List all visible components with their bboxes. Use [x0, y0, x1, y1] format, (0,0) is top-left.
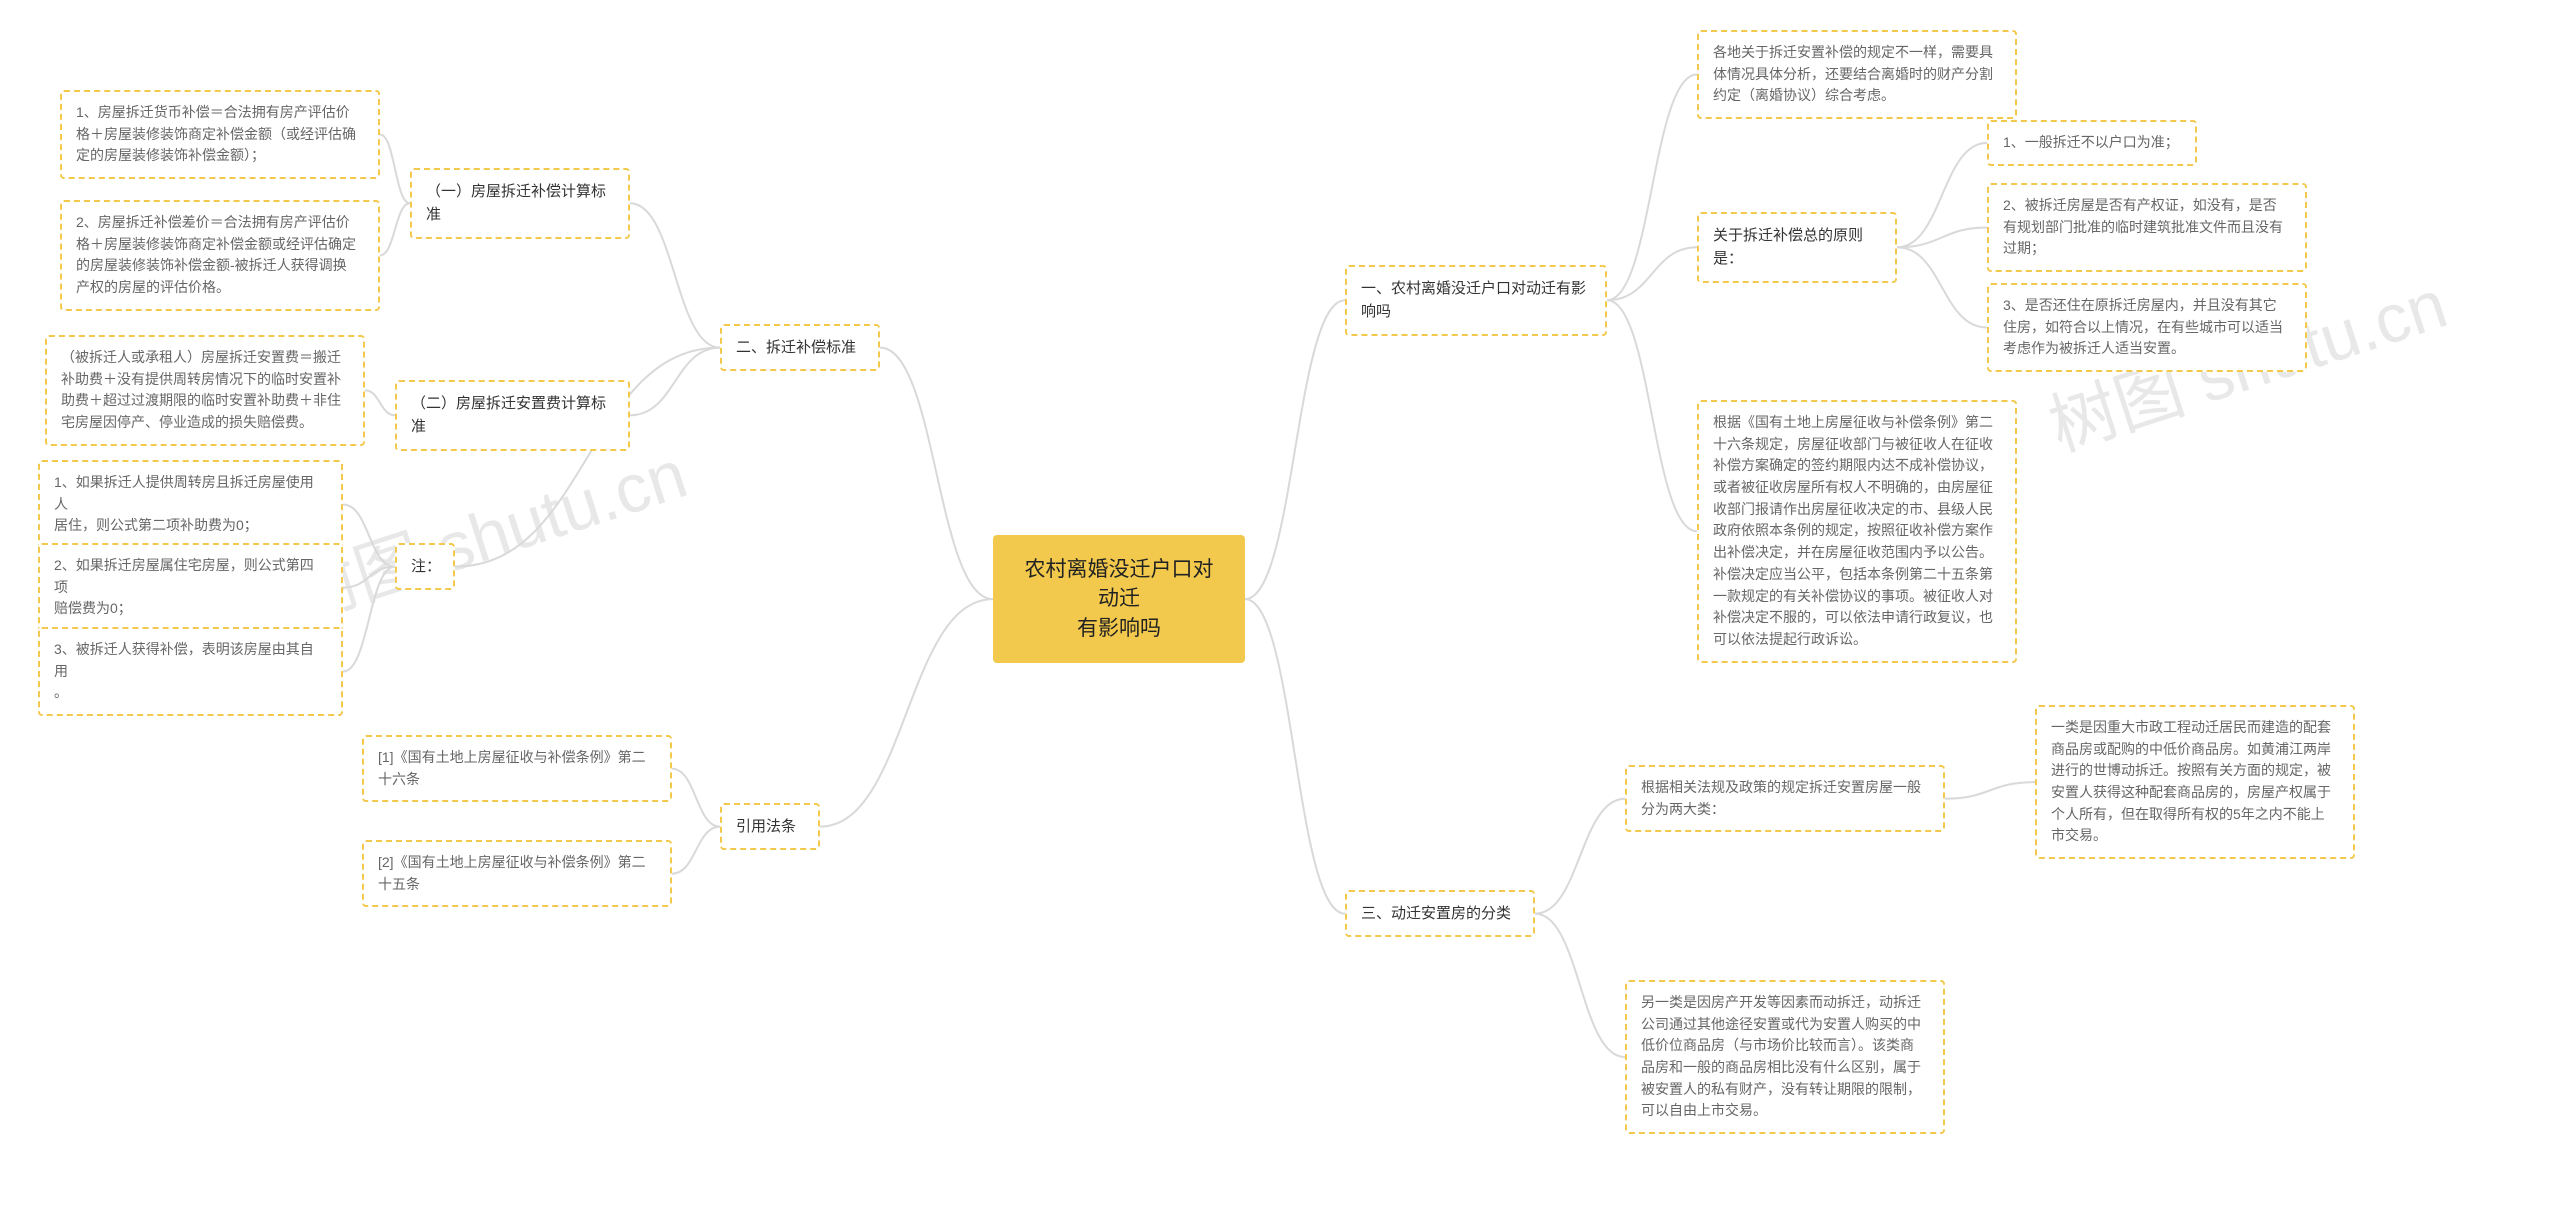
section-2-sub1-title: （一）房屋拆迁补偿计算标准: [410, 168, 630, 239]
section-2-sub1-item2: 2、房屋拆迁补偿差价＝合法拥有房产评估价格＋房屋装修装饰商定补偿金额或经评估确定…: [60, 200, 380, 311]
section-1-title: 一、农村离婚没迁户口对动迁有影响吗: [1345, 265, 1607, 336]
section-2-title: 二、拆迁补偿标准: [720, 324, 880, 371]
section-1-principle-2: 2、被拆迁房屋是否有产权证，如没有，是否有规划部门批准的临时建筑批准文件而且没有…: [1987, 183, 2307, 272]
section-3-title: 三、动迁安置房的分类: [1345, 890, 1535, 937]
connector-layer: [0, 0, 2560, 1209]
section-1-leaf-intro: 各地关于拆迁安置补偿的规定不一样，需要具体情况具体分析，还要结合离婚时的财产分割…: [1697, 30, 2017, 119]
section-1-regulation: 根据《国有土地上房屋征收与补偿条例》第二十六条规定，房屋征收部门与被征收人在征收…: [1697, 400, 2017, 663]
section-2-sub2-item: （被拆迁人或承租人）房屋拆迁安置费＝搬迁补助费＋没有提供周转房情况下的临时安置补…: [45, 335, 365, 446]
citation-1: [1]《国有土地上房屋征收与补偿条例》第二十六条: [362, 735, 672, 802]
section-2-sub1-item1: 1、房屋拆迁货币补偿＝合法拥有房产评估价格＋房屋装修装饰商定补偿金额（或经评估确…: [60, 90, 380, 179]
section-1-principles-title: 关于拆迁补偿总的原则是：: [1697, 212, 1897, 283]
section-2-note-2: 2、如果拆迁房屋属住宅房屋，则公式第四项赔偿费为0；: [38, 543, 343, 632]
root-node: 农村离婚没迁户口对动迁有影响吗: [993, 535, 1245, 663]
section-3-category-1: 一类是因重大市政工程动迁居民而建造的配套商品房或配购的中低价商品房。如黄浦江两岸…: [2035, 705, 2355, 859]
citations-title: 引用法条: [720, 803, 820, 850]
section-2-sub2-title: （二）房屋拆迁安置费计算标准: [395, 380, 630, 451]
section-1-principle-3: 3、是否还住在原拆迁房屋内，并且没有其它住房，如符合以上情况，在有些城市可以适当…: [1987, 283, 2307, 372]
section-3-category-2: 另一类是因房产开发等因素而动拆迁，动拆迁公司通过其他途径安置或代为安置人购买的中…: [1625, 980, 1945, 1134]
section-2-note-3: 3、被拆迁人获得补偿，表明该房屋由其自用。: [38, 627, 343, 716]
section-2-notes-title: 注：: [395, 543, 455, 590]
citation-2: [2]《国有土地上房屋征收与补偿条例》第二十五条: [362, 840, 672, 907]
section-3-categories: 根据相关法规及政策的规定拆迁安置房屋一般分为两大类：: [1625, 765, 1945, 832]
section-2-note-1: 1、如果拆迁人提供周转房且拆迁房屋使用人居住，则公式第二项补助费为0；: [38, 460, 343, 549]
section-1-principle-1: 1、一般拆迁不以户口为准；: [1987, 120, 2197, 166]
